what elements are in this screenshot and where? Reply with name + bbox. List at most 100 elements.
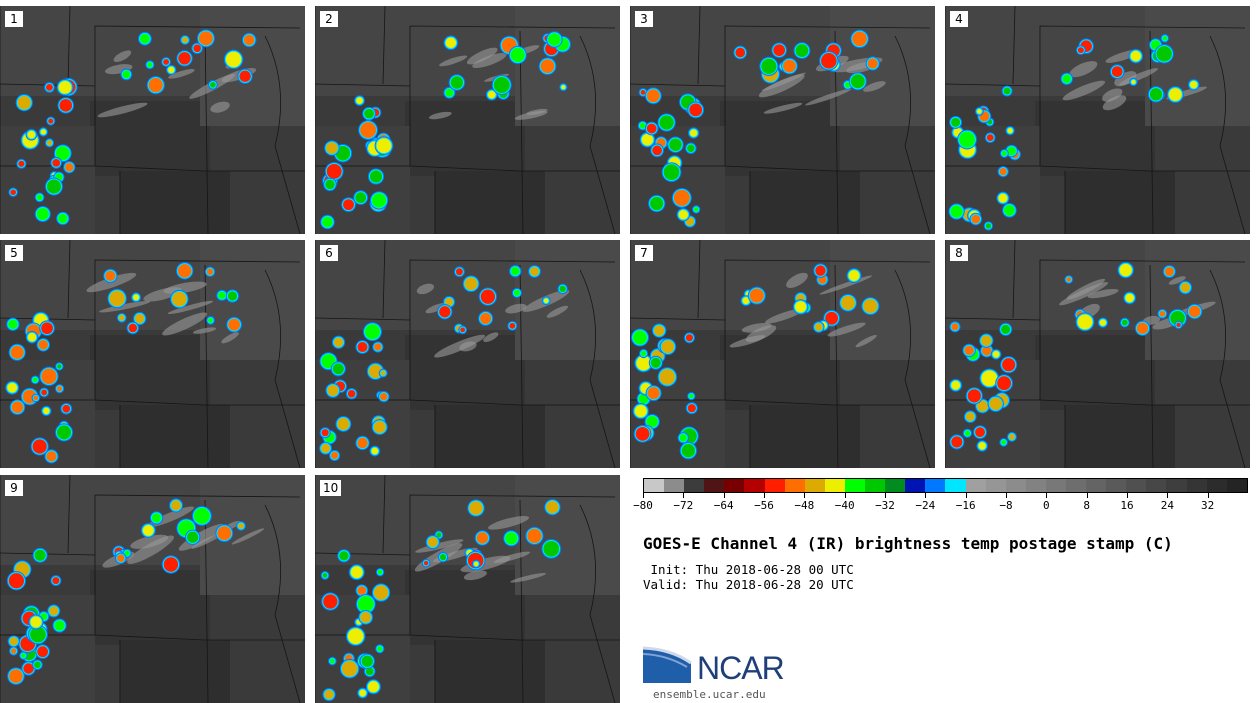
convective-cell (985, 223, 992, 229)
convective-cell (57, 425, 72, 440)
convective-cell (46, 140, 53, 146)
convective-cell (852, 31, 867, 47)
convective-cell (177, 264, 192, 278)
convective-cell (977, 108, 982, 114)
convective-cell (640, 89, 646, 95)
cloud-streak (1062, 80, 1106, 101)
convective-cell (193, 44, 201, 53)
convective-cell (795, 44, 809, 58)
convective-cell (548, 33, 561, 46)
cloud-streak (99, 301, 151, 313)
convective-cell (347, 389, 356, 398)
convective-cell (367, 681, 380, 693)
convective-cell (527, 528, 542, 544)
convective-cell (951, 323, 959, 331)
convective-cell (238, 523, 244, 529)
convective-cell (321, 443, 331, 453)
state-border (1209, 35, 1246, 234)
convective-cell (678, 209, 689, 220)
convective-cell (10, 189, 16, 196)
convective-cell (239, 70, 251, 82)
convective-cell (633, 330, 648, 345)
convective-cell (326, 163, 342, 179)
convective-cell (40, 129, 47, 135)
convective-cell (1001, 324, 1011, 334)
convective-cell (36, 207, 49, 221)
convective-cell (951, 380, 961, 390)
colorbar-swatch (905, 479, 926, 492)
convective-cell (380, 370, 386, 376)
convective-cell (355, 192, 367, 204)
terrain-shade (1035, 335, 1155, 410)
convective-cell (217, 526, 232, 541)
convective-cell (369, 170, 383, 183)
convective-cell (364, 108, 374, 119)
convective-cell (967, 389, 981, 403)
convective-cell (1077, 314, 1093, 330)
colorbar-tick-label: 8 (1083, 499, 1090, 512)
convective-cell (998, 193, 1008, 203)
colorbar-tick (1006, 493, 1007, 498)
convective-cell (1130, 50, 1142, 62)
cloud-streak (505, 303, 527, 314)
convective-cell (58, 80, 72, 94)
convective-cell (559, 285, 566, 293)
convective-cell (450, 76, 464, 89)
convective-cell (511, 266, 520, 276)
member-panel-1: 1 (0, 6, 305, 234)
convective-cell (368, 364, 383, 379)
state-border (264, 35, 301, 234)
convective-cell (30, 626, 46, 643)
terrain-shade (515, 240, 620, 360)
cloud-streak (192, 327, 217, 334)
convective-cell (1062, 74, 1072, 84)
convective-cell (513, 289, 520, 296)
terrain-shade (120, 405, 230, 468)
convective-cell (133, 294, 140, 301)
convective-cell (689, 129, 698, 137)
convective-cell (546, 500, 559, 514)
colorbar-ticks: −80 −72 −64 −56 −48 −40 −32 −24 −16 −8 0 8 16 24 32 (633, 493, 1248, 515)
cloud-streak (439, 55, 468, 67)
convective-cell (841, 295, 855, 310)
convective-cell (794, 301, 807, 313)
convective-cell (227, 291, 238, 301)
convective-cell (1149, 88, 1163, 101)
cloud-streak (1059, 282, 1109, 306)
satellite-map (0, 240, 305, 468)
cloud-streak (210, 101, 230, 113)
convective-cell (1007, 146, 1016, 156)
convective-cell (377, 569, 383, 575)
satellite-map (315, 475, 620, 703)
colorbar-swatch (1226, 479, 1247, 492)
convective-cell (228, 318, 241, 331)
convective-cell (638, 393, 649, 404)
convective-cell (635, 427, 650, 441)
convective-cell (350, 566, 363, 579)
cloud-streak (1102, 95, 1127, 111)
convective-cell (1001, 440, 1006, 445)
convective-cell (1007, 127, 1013, 134)
convective-cell (543, 540, 560, 557)
member-panel-5: 5 (0, 240, 305, 468)
convective-cell (330, 658, 335, 664)
cloud-streak (863, 81, 886, 92)
colorbar-tick (723, 493, 725, 498)
convective-cell (530, 266, 540, 276)
convective-cell (950, 205, 963, 218)
convective-cell (650, 357, 661, 368)
convective-cell (198, 31, 213, 46)
colorbar-swatch (865, 479, 886, 492)
convective-cell (9, 669, 23, 683)
convective-cell (959, 131, 975, 148)
ensemble-url: ensemble.ucar.edu (653, 688, 766, 701)
convective-cell (989, 397, 1002, 410)
colorbar-swatch (664, 479, 685, 492)
cloud-streak (466, 47, 498, 65)
convective-cell (640, 350, 647, 357)
convective-cell (460, 327, 466, 333)
terrain-shade (435, 171, 545, 234)
cloud-streak (163, 281, 207, 294)
convective-cell (52, 158, 61, 167)
member-panel-10: 10 (315, 475, 620, 703)
